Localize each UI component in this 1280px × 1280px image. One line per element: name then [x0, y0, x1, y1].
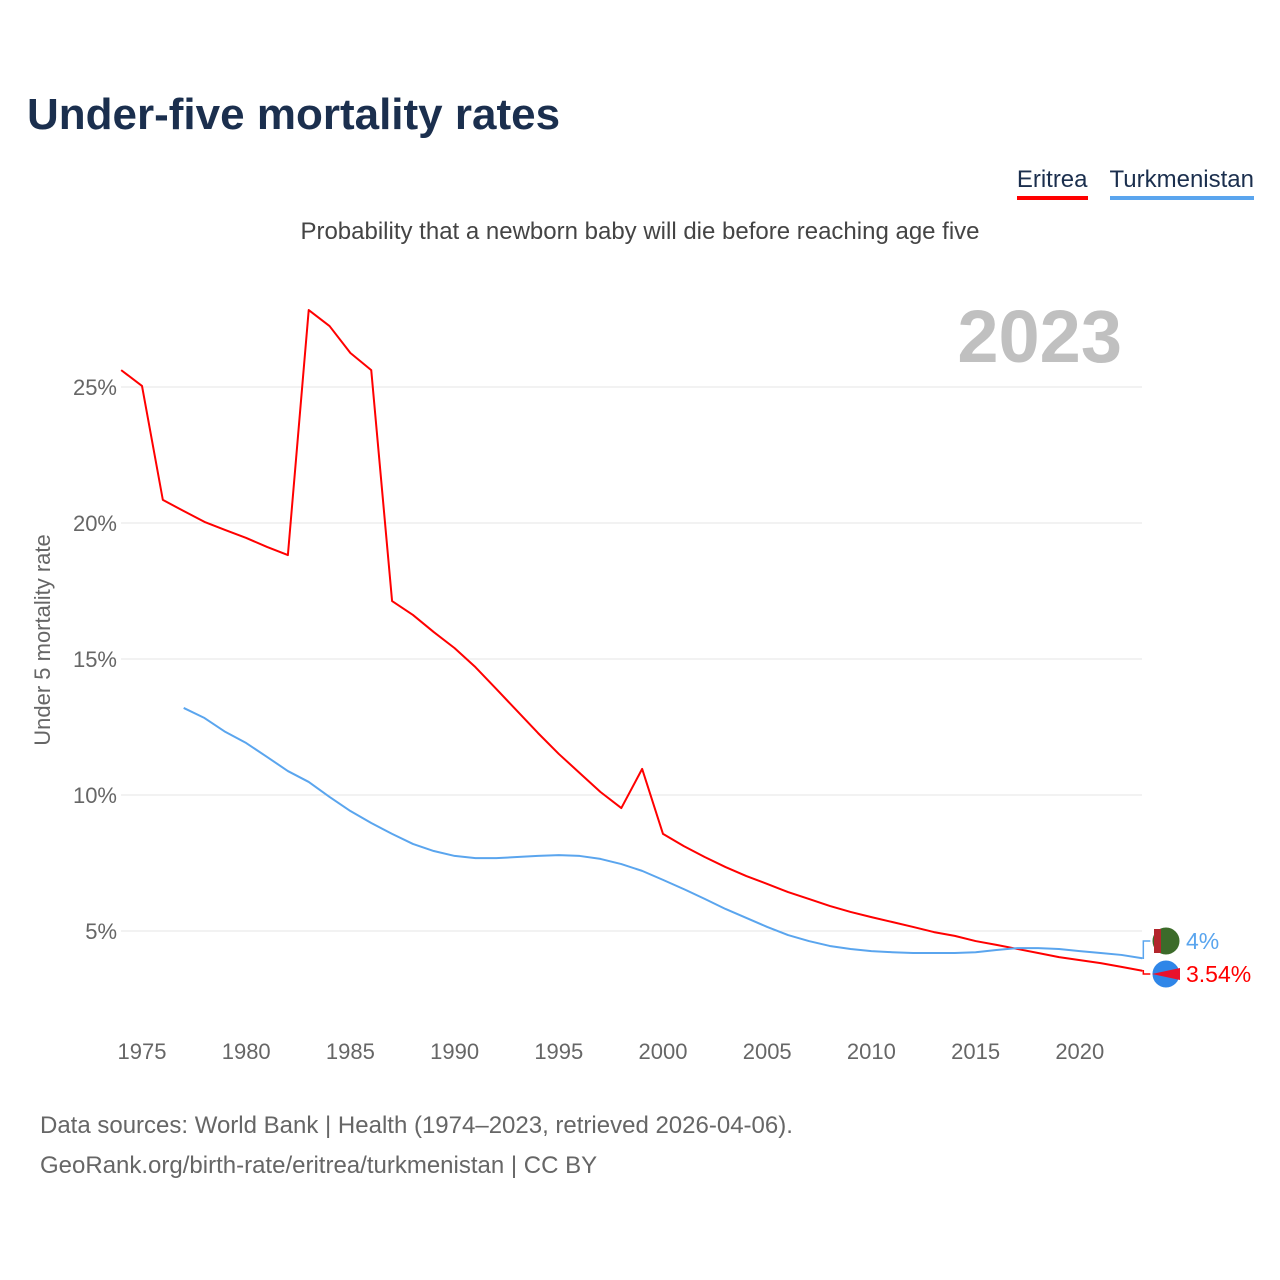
series-line-turkmenistan	[183, 707, 1143, 960]
x-tick-label: 1980	[222, 1039, 271, 1064]
x-tick-label: 1990	[430, 1039, 479, 1064]
leader-line	[1142, 969, 1151, 975]
source-note: Data sources: World Bank | Health (1974–…	[40, 1106, 793, 1186]
flag-stripe	[1154, 929, 1161, 953]
x-tick-label: 2015	[951, 1039, 1000, 1064]
x-tick-label: 2000	[639, 1039, 688, 1064]
end-label-turkmenistan: 4%	[1186, 928, 1219, 954]
series-line-eritrea	[120, 309, 1143, 972]
source-line-2[interactable]: GeoRank.org/birth-rate/eritrea/turkmenis…	[40, 1152, 598, 1179]
legend-turkmenistan[interactable]: Turkmenistan	[1109, 166, 1254, 200]
x-tick-label: 2020	[1055, 1039, 1104, 1064]
y-axis-label: Under 5 mortality rate	[30, 534, 55, 746]
leader-line	[1142, 940, 1151, 959]
legend-eritrea[interactable]: Eritrea	[1016, 166, 1088, 200]
end-label-eritrea: 3.54%	[1186, 961, 1251, 987]
x-tick-label: 1995	[534, 1039, 583, 1064]
y-tick-label: 20%	[73, 511, 117, 536]
y-tick-label: 25%	[73, 375, 117, 400]
chart-title: Under-five mortality rates	[27, 90, 561, 139]
legend: Eritrea Turkmenistan	[1016, 166, 1254, 200]
flag-triangle	[1152, 968, 1180, 980]
x-tick-label: 2010	[847, 1039, 896, 1064]
y-tick-label: 15%	[73, 647, 117, 672]
chart-subtitle: Probability that a newborn baby will die…	[300, 218, 980, 245]
y-tick-label: 5%	[85, 919, 117, 944]
year-label: 2023	[957, 295, 1122, 378]
x-tick-label: 2005	[743, 1039, 792, 1064]
y-tick-label: 10%	[73, 783, 117, 808]
source-line-1: Data sources: World Bank | Health (1974–…	[40, 1112, 793, 1139]
x-tick-label: 1985	[326, 1039, 375, 1064]
x-tick-label: 1975	[118, 1039, 167, 1064]
